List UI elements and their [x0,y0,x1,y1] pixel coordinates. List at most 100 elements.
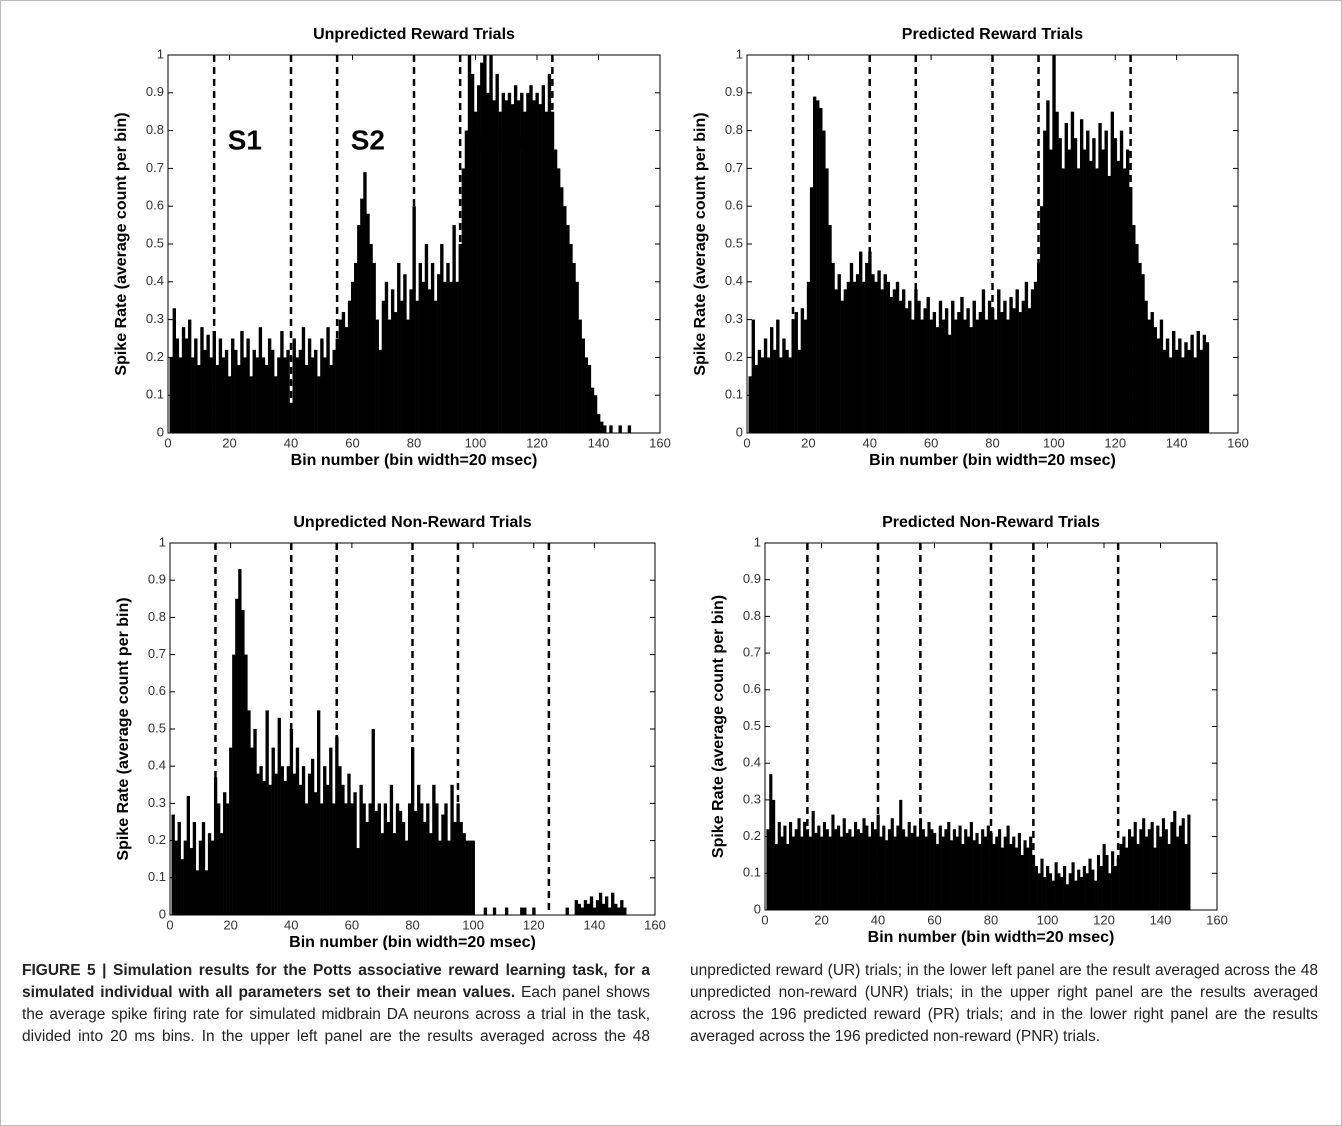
bar [356,848,360,915]
bar [604,896,609,915]
bar [842,818,846,910]
bar [766,829,770,910]
bar [223,792,227,915]
x-tick-label: 60 [345,435,359,450]
bar [437,274,441,433]
bar [1073,138,1078,433]
y-tick-label: 1 [159,534,166,549]
bar [1184,843,1188,910]
bar [1083,149,1087,433]
bar [910,832,914,910]
bar [590,387,595,433]
bar [870,821,875,910]
bar [244,654,248,915]
y-tick-label: 0.4 [743,755,761,770]
bar [304,803,309,915]
bar [1030,289,1035,433]
x-tick-label: 60 [924,435,938,450]
bar [889,296,894,433]
bar [1187,814,1191,910]
bar [986,825,990,910]
bar [831,262,835,433]
bar [1161,818,1166,910]
bar [583,900,588,915]
bar [1138,262,1142,433]
bar [1023,840,1027,910]
bar [754,364,759,433]
bar [1061,168,1065,433]
panel: 0 20 40 60 80 100 120 140 160 0 0.1 0.2 0.3 0.4 0.5 0.6… [115,514,666,950]
bar [951,300,955,433]
bar [560,187,564,433]
bar [947,821,951,910]
bar [372,262,376,433]
bar [246,338,250,433]
bar [1190,334,1194,433]
bar [191,357,195,433]
bar [520,907,524,915]
bar [954,319,958,433]
bar [238,569,242,915]
bar [926,296,930,433]
bar [586,903,591,915]
bar [249,376,253,433]
bar [415,300,419,433]
bar [538,104,542,433]
bar [770,327,774,433]
x-tick-label: 160 [1227,435,1249,450]
bar [812,96,817,433]
bar [905,308,909,433]
bar [247,710,251,915]
y-tick-label: 0 [754,901,761,916]
bar [853,821,858,910]
bar [183,840,187,915]
bar [851,836,855,910]
bar [984,319,989,433]
bar [998,829,1002,910]
bar [267,338,272,433]
x-tick-label: 140 [588,435,610,450]
bar [286,349,290,433]
bar [498,111,502,433]
y-tick-label: 0.7 [725,160,743,175]
bar [1125,149,1130,433]
bar [1091,869,1095,910]
bar [1130,836,1134,910]
bar [274,376,278,433]
bar [620,900,624,915]
bar [1063,865,1067,910]
bar [200,327,204,433]
bar [944,829,948,910]
bar [887,829,892,910]
bar [350,803,354,915]
bar [800,308,805,433]
bar [366,213,370,433]
bar [198,840,203,915]
bar [264,364,269,433]
bar [773,349,777,433]
bar [893,836,897,910]
bar [400,300,404,433]
bar [295,357,299,433]
bar [226,803,230,915]
bar [317,376,321,433]
bar [941,319,946,433]
bar [593,395,598,433]
bar [978,843,982,910]
bar [927,821,931,910]
bar [489,55,493,433]
bar [1139,829,1143,910]
x-axis-label: Bin number (bin width=20 msec) [291,452,538,469]
bar [794,829,798,910]
bar [1147,319,1151,433]
bar [601,903,606,915]
x-axis-label: Bin number (bin width=20 msec) [868,929,1115,946]
bar [932,312,937,433]
bar [323,766,327,915]
bar [981,289,986,433]
bar [1193,357,1197,433]
bar [748,376,752,433]
bar [354,262,358,433]
bar [423,822,427,915]
bar [329,364,333,433]
